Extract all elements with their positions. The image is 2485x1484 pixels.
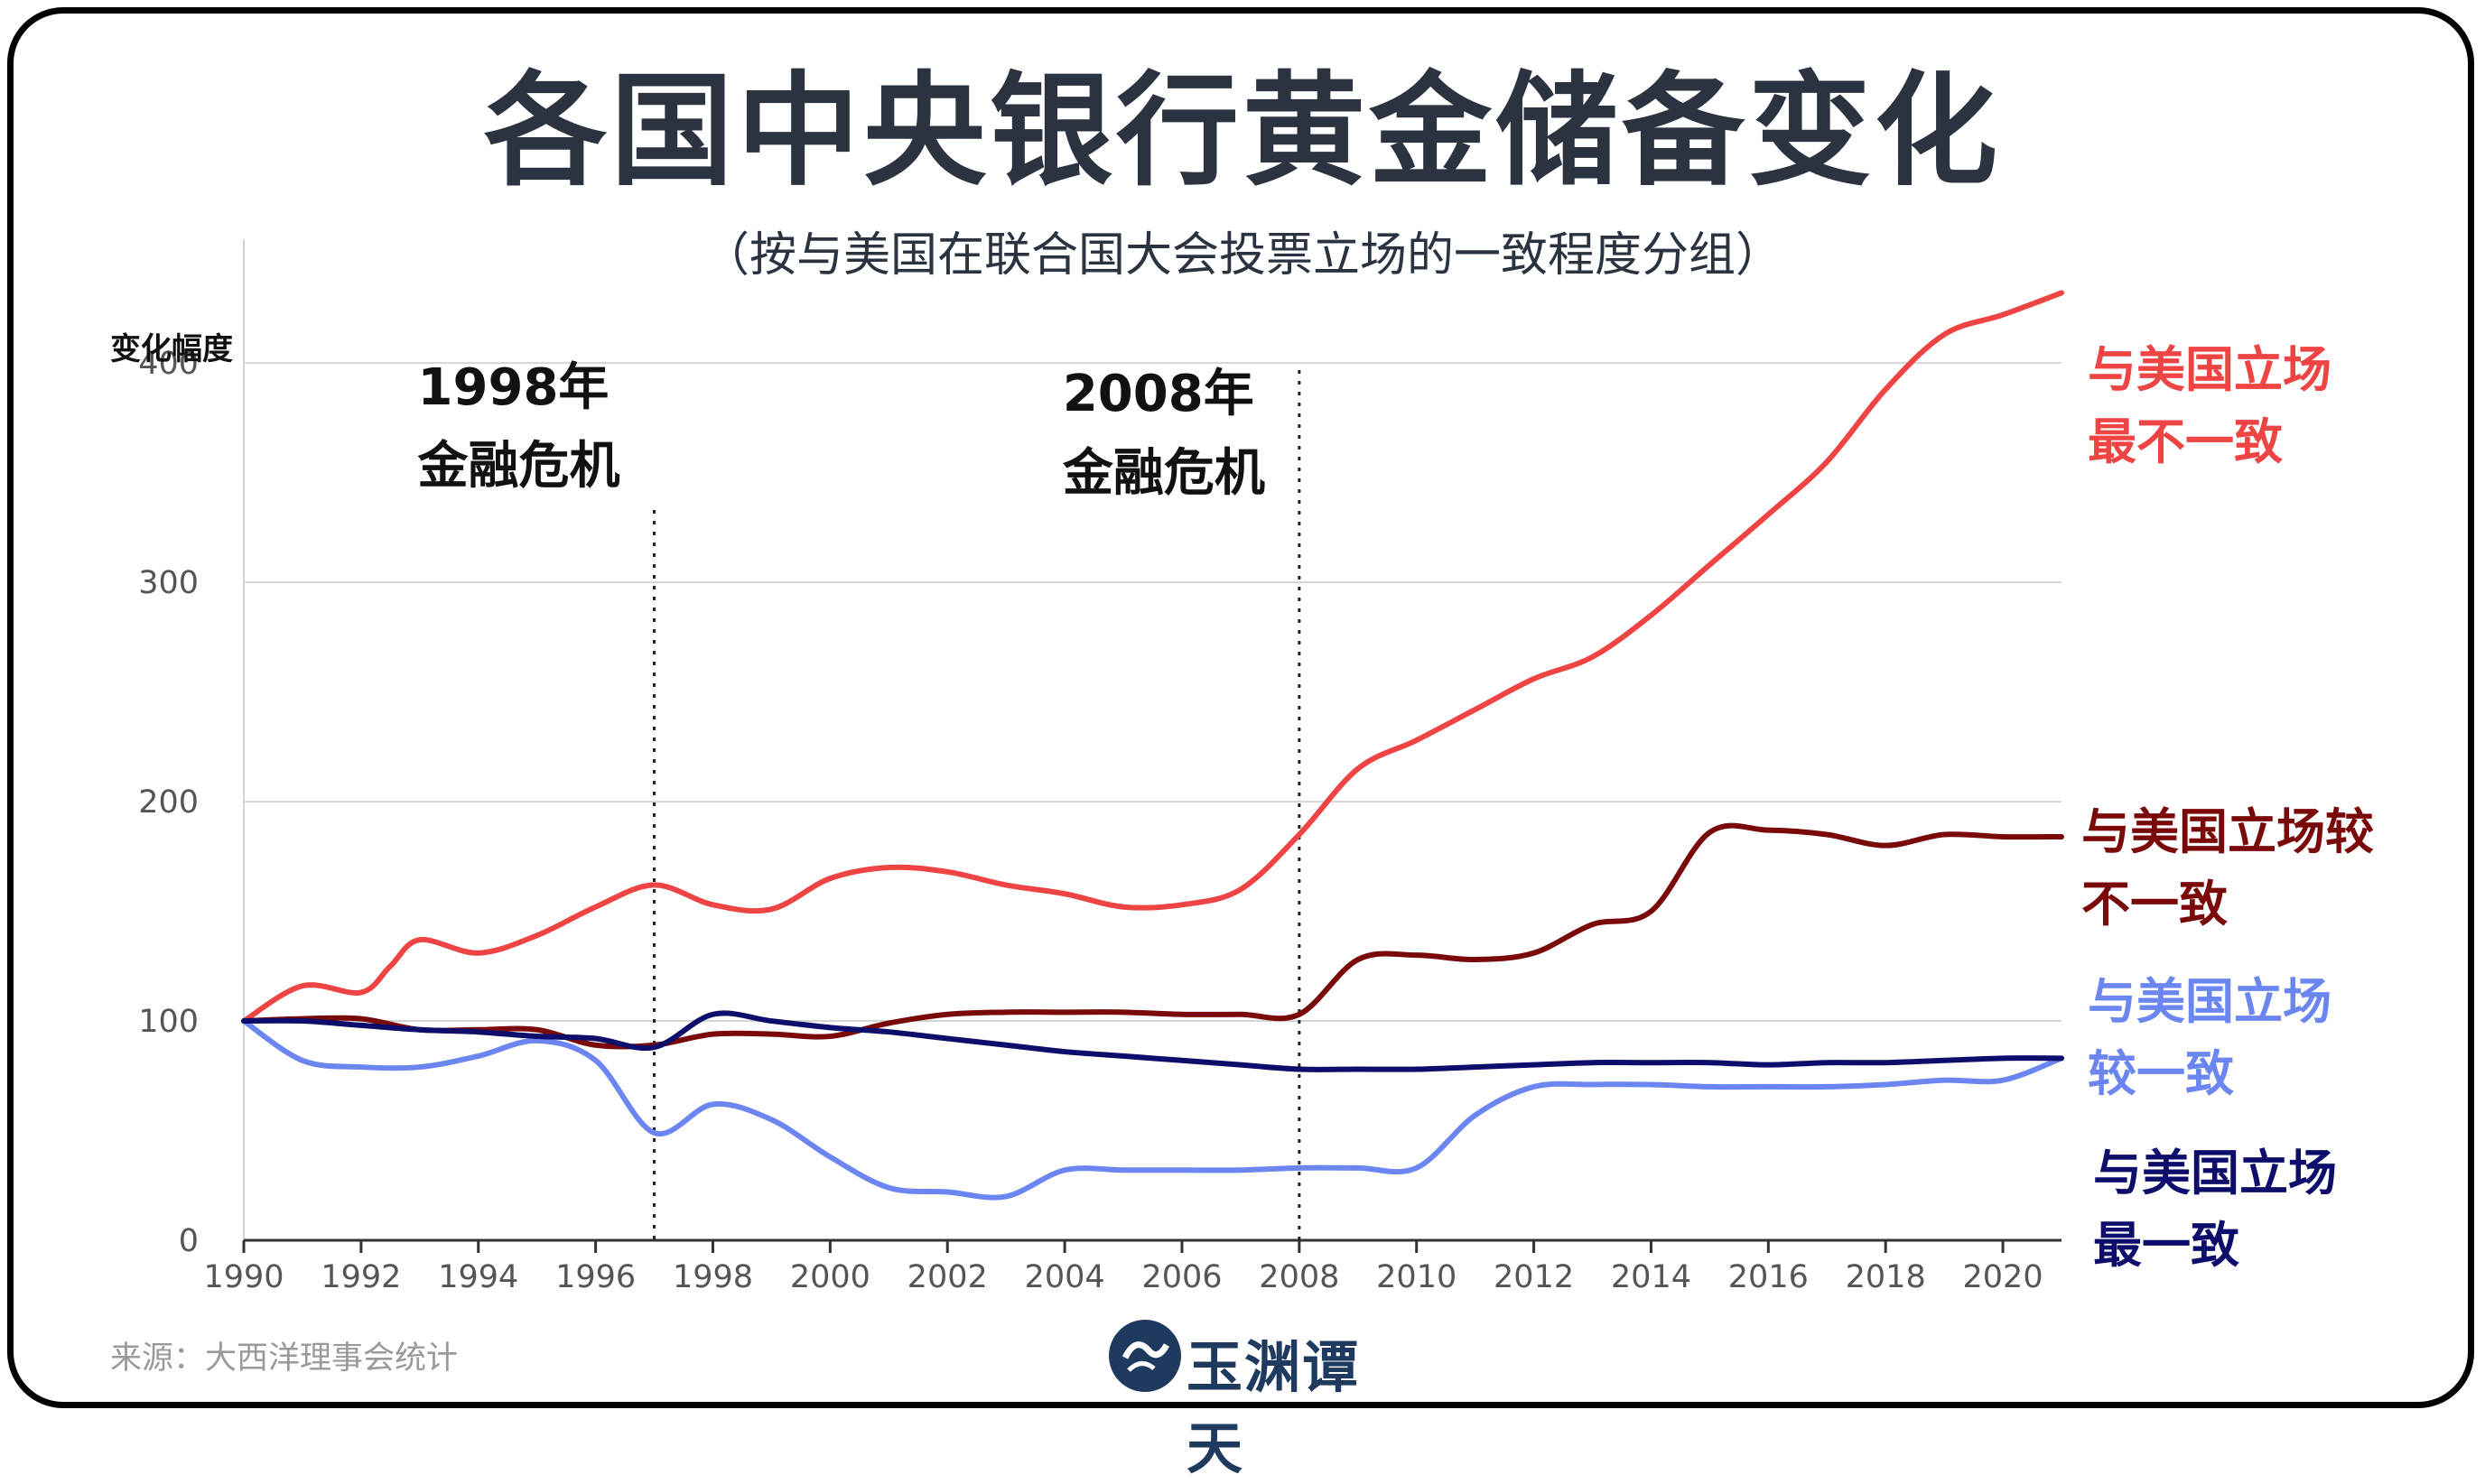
chart-subtitle: （按与美国在联合国大会投票立场的一致程度分组） <box>702 228 1782 283</box>
x-tick-label: 1994 <box>438 1259 518 1295</box>
series-label-0: 最不一致 <box>2088 413 2283 470</box>
series-lines <box>241 290 2064 1201</box>
x-tick-label: 2018 <box>1846 1259 1926 1295</box>
x-tick-label: 2020 <box>1963 1259 2043 1295</box>
annotation-year: 2008年 <box>1063 365 1254 423</box>
annotation-event: 金融危机 <box>1062 444 1265 503</box>
series-label-1: 与美国立场较 <box>2081 803 2374 860</box>
brand-logo-icon <box>1109 1320 1181 1392</box>
series-line-3 <box>241 1010 2064 1072</box>
x-tick-label: 2012 <box>1494 1259 1574 1295</box>
series-line-0 <box>241 290 2064 1025</box>
series-label-2: 较一致 <box>2088 1045 2234 1102</box>
y-tick-label: 400 <box>138 346 199 382</box>
x-tick-label: 1996 <box>555 1259 636 1295</box>
series-label-3: 与美国立场 <box>2093 1145 2337 1201</box>
brand-logo-text: 玉渊谭天 <box>1187 1334 1361 1481</box>
x-tick-label: 2004 <box>1025 1259 1105 1295</box>
x-tick-label: 2016 <box>1728 1259 1809 1295</box>
grid-lines <box>243 239 2062 1242</box>
x-tick-label: 2002 <box>907 1259 988 1295</box>
y-axis-ticks: 0 100 200 300 400 <box>138 346 199 1259</box>
annotation-event: 金融危机 <box>417 437 620 496</box>
chart-title: 各国中央银行黄金储备变化 <box>484 60 2001 203</box>
series-line-2 <box>241 1018 2064 1201</box>
x-tick-label: 1990 <box>203 1259 284 1295</box>
x-tick-label: 2006 <box>1141 1259 1222 1295</box>
source-note: 来源：大西洋理事会统计 <box>110 1340 459 1377</box>
brand-logo: 玉渊谭天 <box>1109 1311 1407 1481</box>
x-tick-label: 2008 <box>1259 1259 1339 1295</box>
line-chart: 0 100 200 300 400 1990 1992 1994 1996 1998 2000 20… <box>110 239 2374 1295</box>
x-axis-ticks: 1990 1992 1994 1996 1998 2000 2002 2004 2006 2008… <box>203 1240 2043 1295</box>
x-tick-label: 1998 <box>673 1259 753 1295</box>
x-tick-label: 2014 <box>1611 1259 1691 1295</box>
y-tick-label: 100 <box>138 1004 199 1040</box>
x-tick-label: 2010 <box>1376 1259 1457 1295</box>
series-label-3: 最一致 <box>2093 1217 2239 1274</box>
series-label-1: 不一致 <box>2081 876 2228 932</box>
series-label-0: 与美国立场 <box>2088 341 2331 398</box>
y-axis-label: 变化幅度 <box>110 331 233 367</box>
y-tick-label: 0 <box>179 1223 199 1259</box>
x-tick-label: 1992 <box>321 1259 401 1295</box>
series-label-2: 与美国立场 <box>2088 973 2331 1030</box>
x-tick-label: 2000 <box>790 1259 870 1295</box>
y-tick-label: 200 <box>138 784 199 821</box>
annotation-year: 1998年 <box>418 358 610 417</box>
series-line-1 <box>241 822 2064 1050</box>
card-frame <box>7 7 2474 1408</box>
y-tick-label: 300 <box>138 565 199 601</box>
